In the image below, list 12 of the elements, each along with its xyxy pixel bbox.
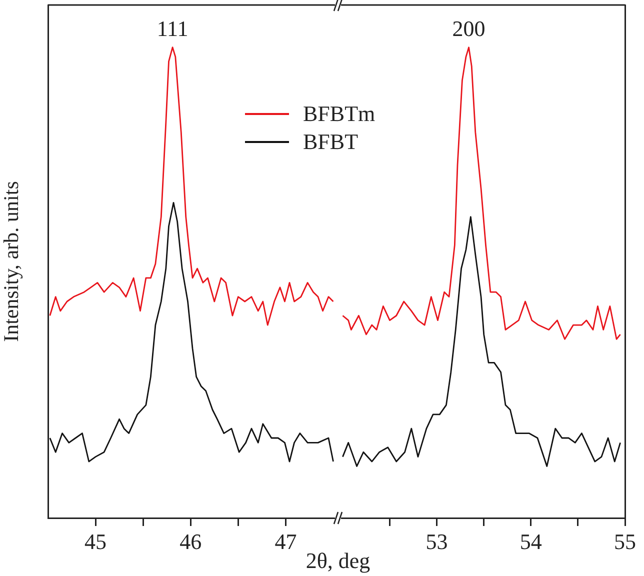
legend-label: BFBT — [303, 129, 358, 155]
x-tick-label: 53 — [426, 528, 448, 554]
x-tick-label: 46 — [180, 528, 202, 554]
annotation: 111 — [156, 16, 188, 42]
x-axis-title: 2θ, deg — [306, 548, 370, 573]
x-tick-label: 47 — [274, 528, 297, 554]
legend-label: BFBTm — [303, 101, 376, 127]
y-axis-title: Intensity, arb. units — [0, 181, 24, 342]
x-tick-label: 55 — [614, 528, 636, 554]
x-tick-label: 54 — [520, 528, 542, 554]
x-tick-label: 45 — [84, 528, 107, 554]
annotation: 200 — [452, 16, 486, 42]
